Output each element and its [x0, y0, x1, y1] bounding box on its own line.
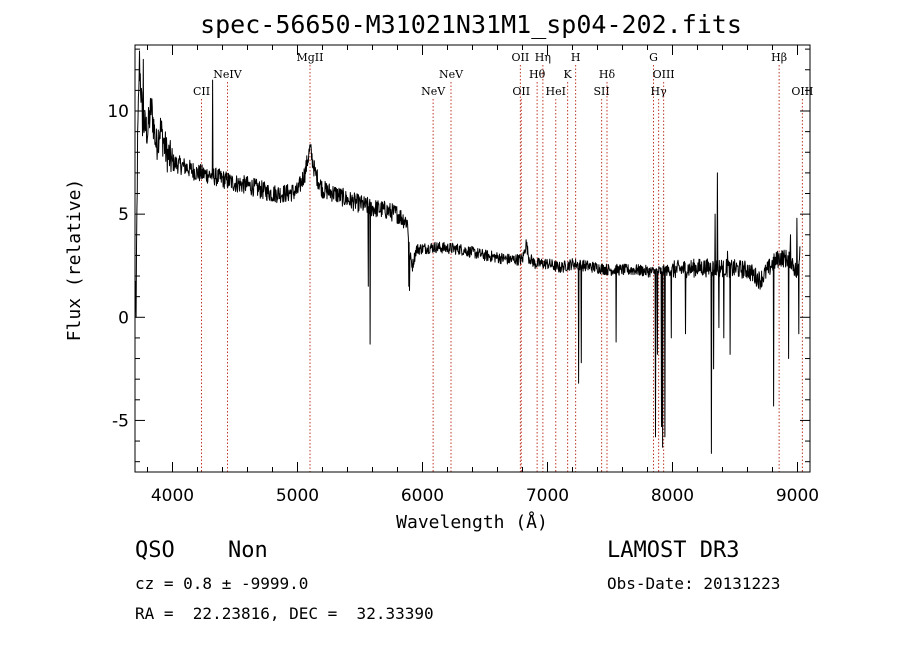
observation-date: Obs-Date: 20131223: [607, 574, 781, 593]
survey-name: LAMOST DR3: [607, 538, 740, 563]
y-tick-label: 0: [118, 308, 129, 328]
spectral-line-label: OII: [512, 85, 530, 98]
x-tick-label: 5000: [276, 486, 319, 506]
x-tick-label: 6000: [401, 486, 444, 506]
y-axis-label: Flux (relative): [64, 179, 85, 342]
spectral-line-label: H: [571, 51, 581, 64]
spectral-line-label: Hγ: [651, 85, 668, 98]
spectral-line-label: NeV: [439, 68, 464, 81]
object-class: QSO: [135, 538, 175, 563]
spectral-line-label: NeV: [421, 85, 446, 98]
spectral-line-label: Hη: [535, 51, 551, 64]
x-axis-label: Wavelength (Å): [396, 511, 548, 533]
spectral-line-label: OIII: [791, 85, 813, 98]
plot-area: [134, 50, 801, 454]
y-tick-label: 10: [107, 102, 129, 122]
x-tick-label: 9000: [776, 486, 819, 506]
spectral-line-label: SII: [594, 85, 610, 98]
spectral-line-label: MgII: [297, 51, 324, 64]
spectral-line-label: Hδ: [599, 68, 616, 81]
x-tick-label: 4000: [151, 486, 194, 506]
spectral-line-label: Hβ: [771, 51, 787, 64]
chart-title: spec-56650-M31021N31M1_sp04-202.fits: [200, 10, 742, 39]
x-tick-label: 8000: [651, 486, 694, 506]
redshift-cz: cz = 0.8 ± -9999.0: [135, 574, 309, 593]
spectral-line-label: K: [564, 68, 573, 81]
plot-frame: [134, 44, 811, 473]
spectral-line-label: OIII: [653, 68, 675, 81]
spectral-line-label: G: [649, 51, 658, 64]
spectral-line-label: NeIV: [213, 68, 242, 81]
x-tick-label: 7000: [526, 486, 569, 506]
coordinates: RA = 22.23816, DEC = 32.33390: [135, 604, 434, 623]
spectral-line-label: Hθ: [529, 68, 546, 81]
y-tick-label: -5: [112, 411, 129, 431]
object-subclass: Non: [228, 538, 268, 563]
spectral-line-label: OII: [512, 51, 530, 64]
spectral-line-label: HeI: [546, 85, 566, 98]
spectrum-trace: [134, 50, 801, 454]
axis-ticks: 4000 5000 6000 7000 8000 9000 -5 0 5 10: [107, 45, 819, 506]
y-tick-label: 5: [118, 205, 129, 225]
spectral-line-label: CII: [193, 85, 210, 98]
